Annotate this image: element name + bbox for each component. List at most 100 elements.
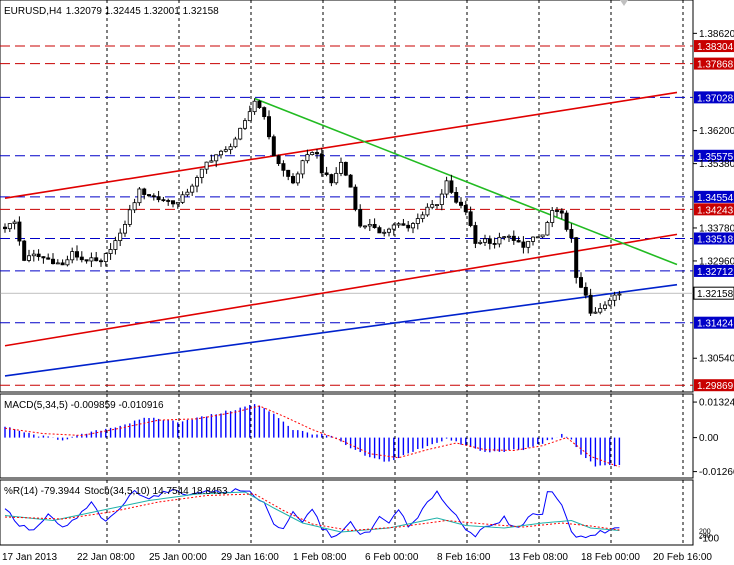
candle-body: [607, 299, 612, 306]
trendline: [4, 233, 678, 347]
candle-body: [94, 257, 99, 262]
time-axis-label: 8 Feb 16:00: [437, 552, 491, 563]
candle-body: [118, 232, 123, 242]
candle-body: [564, 212, 569, 230]
candle-body: [444, 180, 449, 195]
chart-shift-icon[interactable]: [620, 0, 628, 6]
candle-body: [257, 100, 262, 108]
candle-body: [123, 224, 128, 234]
candle-body: [502, 236, 507, 239]
candle-body: [142, 188, 147, 195]
candle-body: [574, 237, 579, 278]
oscillator-panel: [0, 479, 694, 546]
candle-body: [569, 229, 574, 239]
time-axis-label: 17 Jan 2013: [2, 552, 57, 563]
level-tag: [694, 91, 734, 104]
time-axis-label: 6 Feb 00:00: [365, 552, 419, 563]
candle-body: [545, 222, 550, 236]
candle-body: [166, 200, 171, 202]
candle-body: [603, 304, 608, 309]
candle-body: [506, 235, 511, 238]
macd-tick-label: -0.01266: [699, 467, 734, 478]
candle-body: [406, 224, 411, 229]
candle-body: [286, 169, 291, 177]
price-tick-label: 1.33780: [699, 223, 734, 234]
candle-body: [156, 196, 161, 201]
candle-body: [300, 160, 305, 175]
candle-body: [233, 138, 238, 148]
candle-body: [478, 241, 483, 244]
candle-body: [65, 259, 70, 266]
main-panel: [0, 0, 694, 393]
candle-body: [329, 174, 334, 184]
candle-body: [516, 240, 521, 243]
time-axis-label: 1 Feb 08:00: [293, 552, 347, 563]
candle-body: [598, 308, 603, 313]
candle-body: [295, 173, 300, 184]
time-axis-label: 13 Feb 08:00: [509, 552, 568, 563]
candle-body: [454, 192, 459, 203]
candle-body: [555, 210, 560, 212]
candle-body: [26, 255, 31, 261]
candle-body: [319, 153, 324, 174]
candle-body: [353, 186, 358, 210]
candle-body: [127, 209, 132, 225]
level-tag-label: 1.34243: [697, 205, 734, 216]
candle-body: [362, 225, 367, 228]
symbol-header: EURUSD,H4 1.32079 1.32445 1.32001 1.32158: [4, 6, 219, 17]
level-tag-label: 1.32712: [697, 267, 734, 278]
candle-body: [108, 249, 113, 255]
candle-body: [180, 194, 185, 203]
candle-body: [70, 251, 75, 261]
candle-body: [223, 149, 228, 152]
candle-body: [103, 253, 108, 262]
time-axis-label: 18 Feb 00:00: [581, 552, 640, 563]
candle-body: [238, 127, 243, 140]
candle-body: [531, 236, 536, 242]
candle-body: [526, 240, 531, 248]
level-tag-label: 1.29869: [697, 381, 734, 392]
candle-body: [51, 258, 56, 265]
level-tag-label: 1.38304: [697, 42, 734, 53]
candle-body: [281, 163, 286, 171]
candle-body: [396, 223, 401, 226]
price-tick-label: 1.36200: [699, 126, 734, 137]
candles: [3, 98, 622, 316]
level-tag-label: 1.35575: [697, 152, 734, 163]
candle-body: [79, 256, 84, 261]
candle-body: [415, 218, 420, 224]
candle-body: [511, 235, 516, 241]
candle-body: [22, 240, 27, 261]
time-axis-label: 20 Feb 16:00: [653, 552, 712, 563]
candle-body: [84, 259, 89, 262]
trendline: [4, 91, 678, 199]
candle-body: [487, 238, 492, 244]
candle-body: [535, 236, 540, 239]
candle-body: [266, 116, 271, 138]
candle-body: [449, 180, 454, 193]
stoch-small-tag: 200: [699, 529, 711, 536]
level-tag: [694, 57, 734, 70]
horizontal-levels: [0, 45, 693, 386]
time-axis-label: 29 Jan 16:00: [221, 552, 279, 563]
candle-body: [41, 256, 46, 259]
candle-body: [377, 227, 382, 234]
price-tick-label: 1.32960: [699, 256, 734, 267]
candle-body: [382, 231, 387, 234]
macd-tick-label: 0.00: [699, 433, 719, 444]
level-tag: [694, 264, 734, 277]
price-axis: 1.38304 1.37868 1.37028 1.35575 1.345541.342…: [693, 29, 734, 392]
level-tag: [694, 232, 734, 245]
candle-body: [583, 286, 588, 296]
candle-body: [262, 107, 267, 118]
candle-body: [386, 228, 391, 233]
candle-body: [185, 191, 190, 196]
candle-body: [314, 152, 319, 155]
candle-body: [242, 120, 247, 129]
level-tag: [694, 203, 734, 216]
candle-body: [372, 224, 377, 229]
price-tick-label: 1.35380: [699, 159, 734, 170]
candle-body: [559, 210, 564, 214]
candle-body: [3, 226, 8, 230]
